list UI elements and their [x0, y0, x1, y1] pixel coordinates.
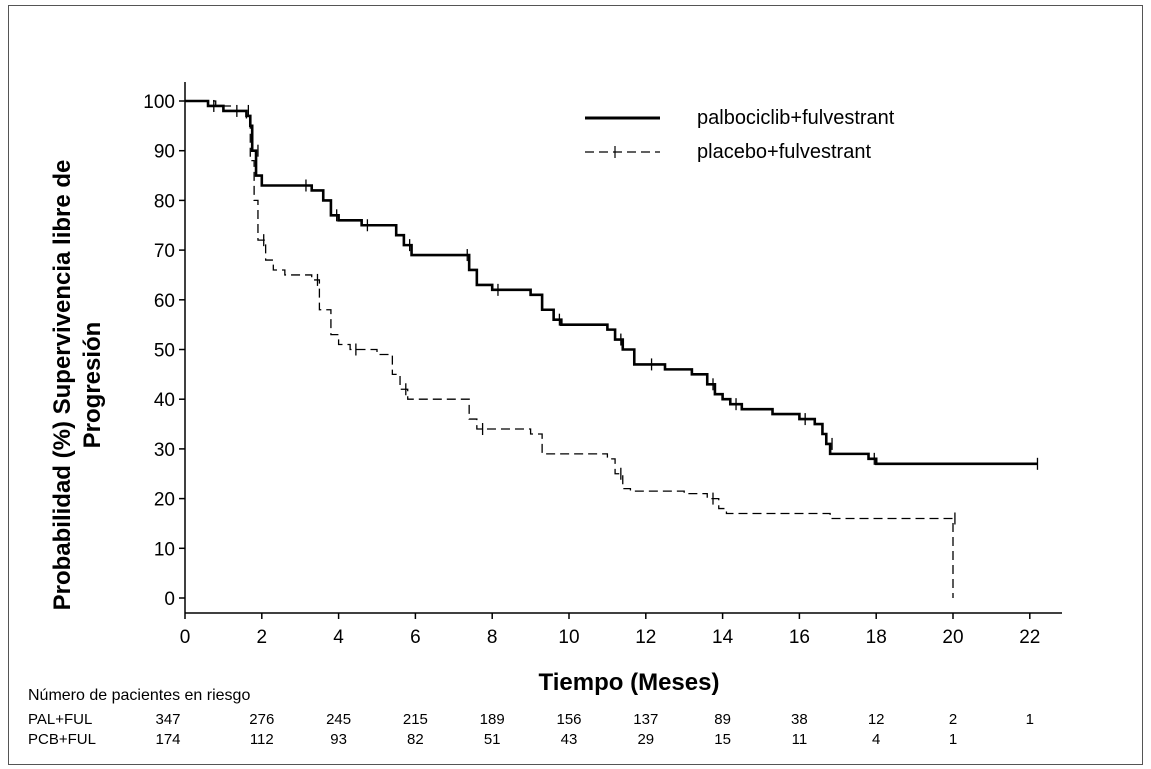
- legend-label-placebo: placebo+fulvestrant: [697, 141, 871, 163]
- series-line-1: [185, 100, 954, 598]
- risk-value: 189: [480, 711, 505, 728]
- risk-value: 112: [250, 731, 274, 748]
- x-tick-label-6: 6: [410, 627, 421, 648]
- x-tick-label-8: 8: [487, 627, 498, 648]
- risk-row-label-pal: PAL+FUL: [28, 711, 92, 728]
- y-tick-label-0: 0: [164, 589, 175, 610]
- risk-value: 4: [872, 731, 880, 748]
- x-tick-label-10: 10: [558, 627, 579, 648]
- risk-value: 11: [792, 731, 808, 748]
- risk-value: 82: [407, 731, 424, 748]
- x-tick-label-12: 12: [635, 627, 656, 648]
- y-tick-label-20: 20: [154, 490, 175, 511]
- risk-value: 93: [330, 731, 347, 748]
- chart-frame: [8, 5, 1143, 765]
- risk-value: 15: [714, 731, 731, 748]
- series-line-0: [185, 99, 1038, 466]
- y-tick-label-30: 30: [154, 440, 175, 461]
- y-tick-label-80: 80: [154, 191, 175, 212]
- axes: 0 10 20 30 40 50 60 70 80 90 100 0 2 4 6 8 10 12 14 16 18 20 2…: [143, 82, 1062, 648]
- x-tick-label-0: 0: [180, 627, 191, 648]
- y-axis-title-line2: Progresión: [79, 322, 106, 449]
- risk-value: 1: [1026, 711, 1034, 728]
- y-tick-label-70: 70: [154, 241, 175, 262]
- risk-value: 215: [403, 711, 428, 728]
- y-tick-label-90: 90: [154, 142, 175, 163]
- y-axis-title-line1: Probabilidad (%) Supervivencia libre de: [49, 160, 76, 611]
- risk-value: 38: [791, 711, 808, 728]
- risk-value: 245: [326, 711, 351, 728]
- y-tick-label-50: 50: [154, 341, 175, 362]
- risk-value: 29: [637, 731, 654, 748]
- x-tick-label-18: 18: [866, 627, 887, 648]
- risk-value: 137: [633, 711, 658, 728]
- risk-value: 89: [714, 711, 731, 728]
- series: [185, 99, 1038, 598]
- y-tick-label-40: 40: [154, 390, 175, 411]
- x-tick-label-16: 16: [789, 627, 810, 648]
- x-tick-label-4: 4: [333, 627, 344, 648]
- risk-value: 43: [561, 731, 578, 748]
- x-tick-label-20: 20: [942, 627, 963, 648]
- risk-value: 156: [556, 711, 581, 728]
- x-tick-label-22: 22: [1019, 627, 1040, 648]
- risk-value: 1: [949, 731, 957, 748]
- censor-marks: [213, 99, 1039, 525]
- risk-row-label-pcb: PCB+FUL: [28, 731, 96, 748]
- risk-value: 51: [484, 731, 501, 748]
- y-axis-title: Probabilidad (%) Supervivencia libre de …: [49, 160, 106, 611]
- risk-value: 276: [249, 711, 274, 728]
- x-axis-title: Tiempo (Meses): [539, 669, 720, 696]
- x-tick-label-14: 14: [712, 627, 734, 648]
- legend: palbociclib+fulvestrant placebo+fulvestr…: [585, 107, 895, 163]
- risk-value: 347: [155, 711, 180, 728]
- x-tick-label-2: 2: [257, 627, 268, 648]
- risk-table-values: 347 276 245 215 189 156 137 89 38 12 2 1 174 112 93 82 5…: [155, 711, 1033, 748]
- y-tick-label-60: 60: [154, 291, 175, 312]
- risk-value: 174: [155, 731, 180, 748]
- y-tick-label-100: 100: [143, 92, 175, 113]
- y-tick-label-10: 10: [154, 539, 175, 560]
- risk-table-title: Número de pacientes en riesgo: [28, 687, 250, 704]
- risk-value: 2: [949, 711, 957, 728]
- risk-value: 12: [868, 711, 885, 728]
- legend-label-palbociclib: palbociclib+fulvestrant: [697, 107, 895, 129]
